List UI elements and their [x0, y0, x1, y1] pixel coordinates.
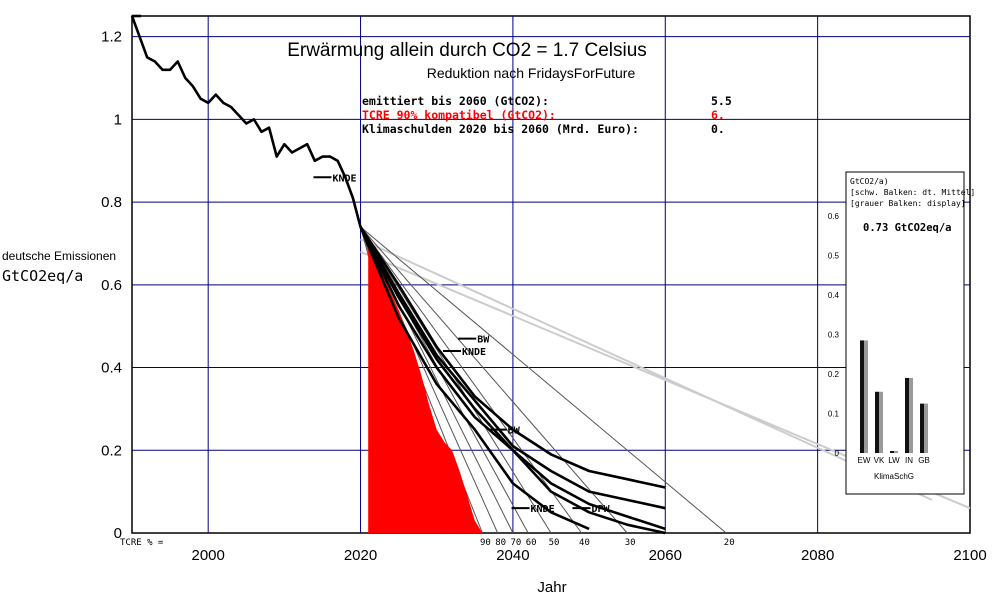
tcre-value-label: 60: [526, 538, 537, 548]
inset-y-tick-label: 0.3: [828, 331, 840, 340]
info-value: 6.: [711, 108, 725, 122]
inset-y-tick-label: 0.1: [828, 410, 840, 419]
y-tick-label: 0.8: [101, 194, 122, 211]
chart-title: Erwärmung allein durch CO2 = 1.7 Celsius: [287, 40, 647, 61]
tcre-value-label: 40: [579, 538, 590, 548]
inset-value: 0.73 GtCO2eq/a: [863, 222, 952, 234]
tcre-fan-line: [360, 226, 552, 534]
y-tick-label: 0: [114, 525, 122, 542]
y-tick-label: 1: [114, 111, 122, 128]
y-tick-label: 0.4: [101, 360, 122, 377]
y-tick-label: 0.6: [101, 277, 122, 294]
inset-bar-black: [875, 391, 879, 453]
inset-x-axis-label: KlimaSchG: [874, 472, 914, 481]
x-axis-label: Jahr: [537, 579, 566, 596]
tcre-value-label: 70: [510, 538, 521, 548]
inset-y-tick-label: 0.5: [828, 252, 840, 261]
inset-y-tick-label: 0.6: [828, 212, 840, 221]
inset-bar-gray: [909, 377, 913, 453]
marker-label: KNDE: [462, 347, 486, 358]
scenario-line: [359, 226, 666, 510]
inset-bar-black: [920, 403, 924, 453]
inset-bar-chart: GtCO2/a) [schw. Balken: dt. Mittel] [graue…: [828, 171, 975, 495]
gray-reference-line: [360, 238, 933, 501]
x-tick-label: 2000: [191, 547, 224, 564]
chart-subtitle: Reduktion nach FridaysForFuture: [427, 65, 636, 81]
marker-label: KNDE: [332, 173, 356, 184]
inset-y-tick-label: 0: [835, 449, 840, 458]
y-tick-label: 1.2: [101, 29, 122, 46]
inset-category-label: IN: [905, 456, 913, 465]
x-tick-label: 2100: [953, 547, 986, 564]
inset-category-label: LW: [888, 456, 900, 465]
x-tick-label: 2040: [496, 547, 529, 564]
tcre-fan-line: [360, 226, 727, 534]
tcre-fan-line: [360, 226, 628, 534]
x-tick-label: 2020: [344, 547, 377, 564]
inset-bar-black: [905, 377, 909, 453]
inset-category-label: VK: [874, 456, 885, 465]
inset-header-line: [grauer Balken: display]: [850, 199, 966, 208]
marker-label: BW: [477, 335, 490, 346]
marker-label: BW: [508, 426, 521, 437]
inset-y-tick-label: 0.2: [828, 370, 840, 379]
tcre-value-label: 30: [625, 538, 636, 548]
inset-bar-gray: [894, 451, 898, 453]
y-axis-label-line1: deutsche Emissionen: [2, 249, 116, 263]
info-value: 0.: [711, 122, 725, 136]
inset-bar-gray: [864, 340, 868, 453]
tcre-label: TCRE % =: [120, 538, 164, 548]
marker-label: DPW: [591, 504, 610, 515]
inset-bar-black: [860, 340, 864, 453]
inset-bar-gray: [924, 403, 928, 453]
tcre-fan-line: [360, 226, 582, 534]
scenario-line: [359, 226, 590, 531]
inset-category-label: EW: [858, 456, 871, 465]
inset-category-label: GB: [918, 456, 930, 465]
x-tick-label: 2060: [649, 547, 682, 564]
y-axis-label-line2: GtCO2eq/a: [2, 267, 83, 285]
info-label: TCRE 90% kompatibel (GtCO2):: [362, 108, 556, 122]
marker-label: KNDE: [531, 504, 555, 515]
scenario-line: [359, 226, 666, 535]
tcre-value-label: 20: [724, 538, 735, 548]
inset-bar-black: [890, 451, 894, 453]
scenario-line: [359, 226, 666, 489]
historical-emissions-line: [130, 15, 362, 228]
info-value: 5.5: [711, 94, 732, 108]
tcre-value-label: 90: [480, 538, 491, 548]
x-tick-label: 2080: [801, 547, 834, 564]
inset-header-line: [schw. Balken: dt. Mittel]: [850, 188, 975, 197]
info-label: Klimaschulden 2020 bis 2060 (Mrd. Euro):: [362, 122, 639, 136]
inset-y-tick-label: 0.4: [828, 291, 840, 300]
inset-header-line: GtCO2/a): [850, 177, 889, 186]
info-label: emittiert bis 2060 (GtCO2):: [362, 94, 549, 108]
tcre-value-label: 80: [495, 538, 506, 548]
inset-bar-gray: [879, 391, 883, 453]
y-tick-label: 0.2: [101, 442, 122, 459]
tcre-value-label: 50: [549, 538, 560, 548]
